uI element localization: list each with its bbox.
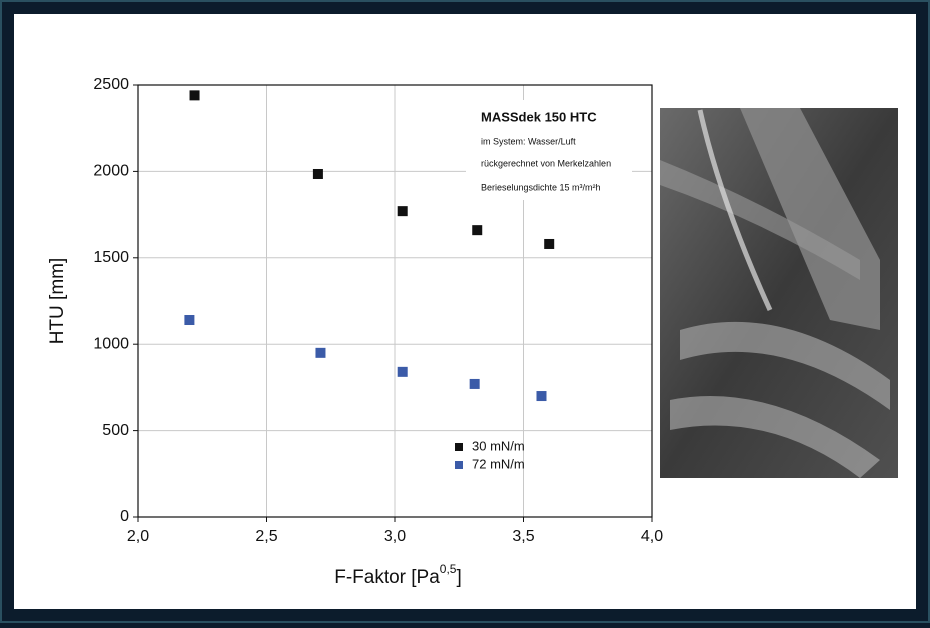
y-tick-label: 500 [102,422,129,439]
y-axis-label: HTU [mm] [47,258,68,345]
annotation: MASSdek 150 HTC [481,109,597,124]
plot-border [137,84,653,518]
legend-label: 30 mN/m [472,438,525,453]
photo [660,108,898,478]
point [536,391,547,402]
x-axis-label-sup: 0,5 [440,562,457,576]
annotation: Berieselungsdichte 15 m³/m²h [481,182,601,192]
point [315,347,326,358]
x-axis-label-part: ] [456,567,461,588]
y-tick-label: 2500 [93,76,129,93]
point [189,90,200,101]
annotation: rückgerechnet von Merkelzahlen [481,158,611,168]
point [397,366,408,377]
legend-swatch [455,443,463,451]
point [397,206,408,217]
annotation-box [466,100,632,200]
y-tick-label: 0 [120,508,129,525]
x-axis-label-part: F-Faktor [Pa [334,567,440,588]
x-axis-label: F-Faktor [Pa0,5] [334,562,462,588]
x-tick-label: 3,0 [384,528,406,545]
legend-label: 72 mN/m [472,456,525,471]
x-tick-label: 4,0 [641,528,663,545]
legend-swatch [455,461,463,469]
annotation: im System: Wasser/Luft [481,136,576,146]
x-tick-label: 2,0 [127,528,149,545]
y-tick-label: 2000 [93,163,129,180]
point [312,168,323,179]
x-tick-label: 3,5 [512,528,534,545]
y-tick-label: 1500 [93,249,129,266]
point [472,225,483,236]
point [544,238,555,249]
point [184,315,195,326]
y-tick-label: 1000 [93,335,129,352]
x-tick-label: 2,5 [255,528,277,545]
point [469,378,480,389]
